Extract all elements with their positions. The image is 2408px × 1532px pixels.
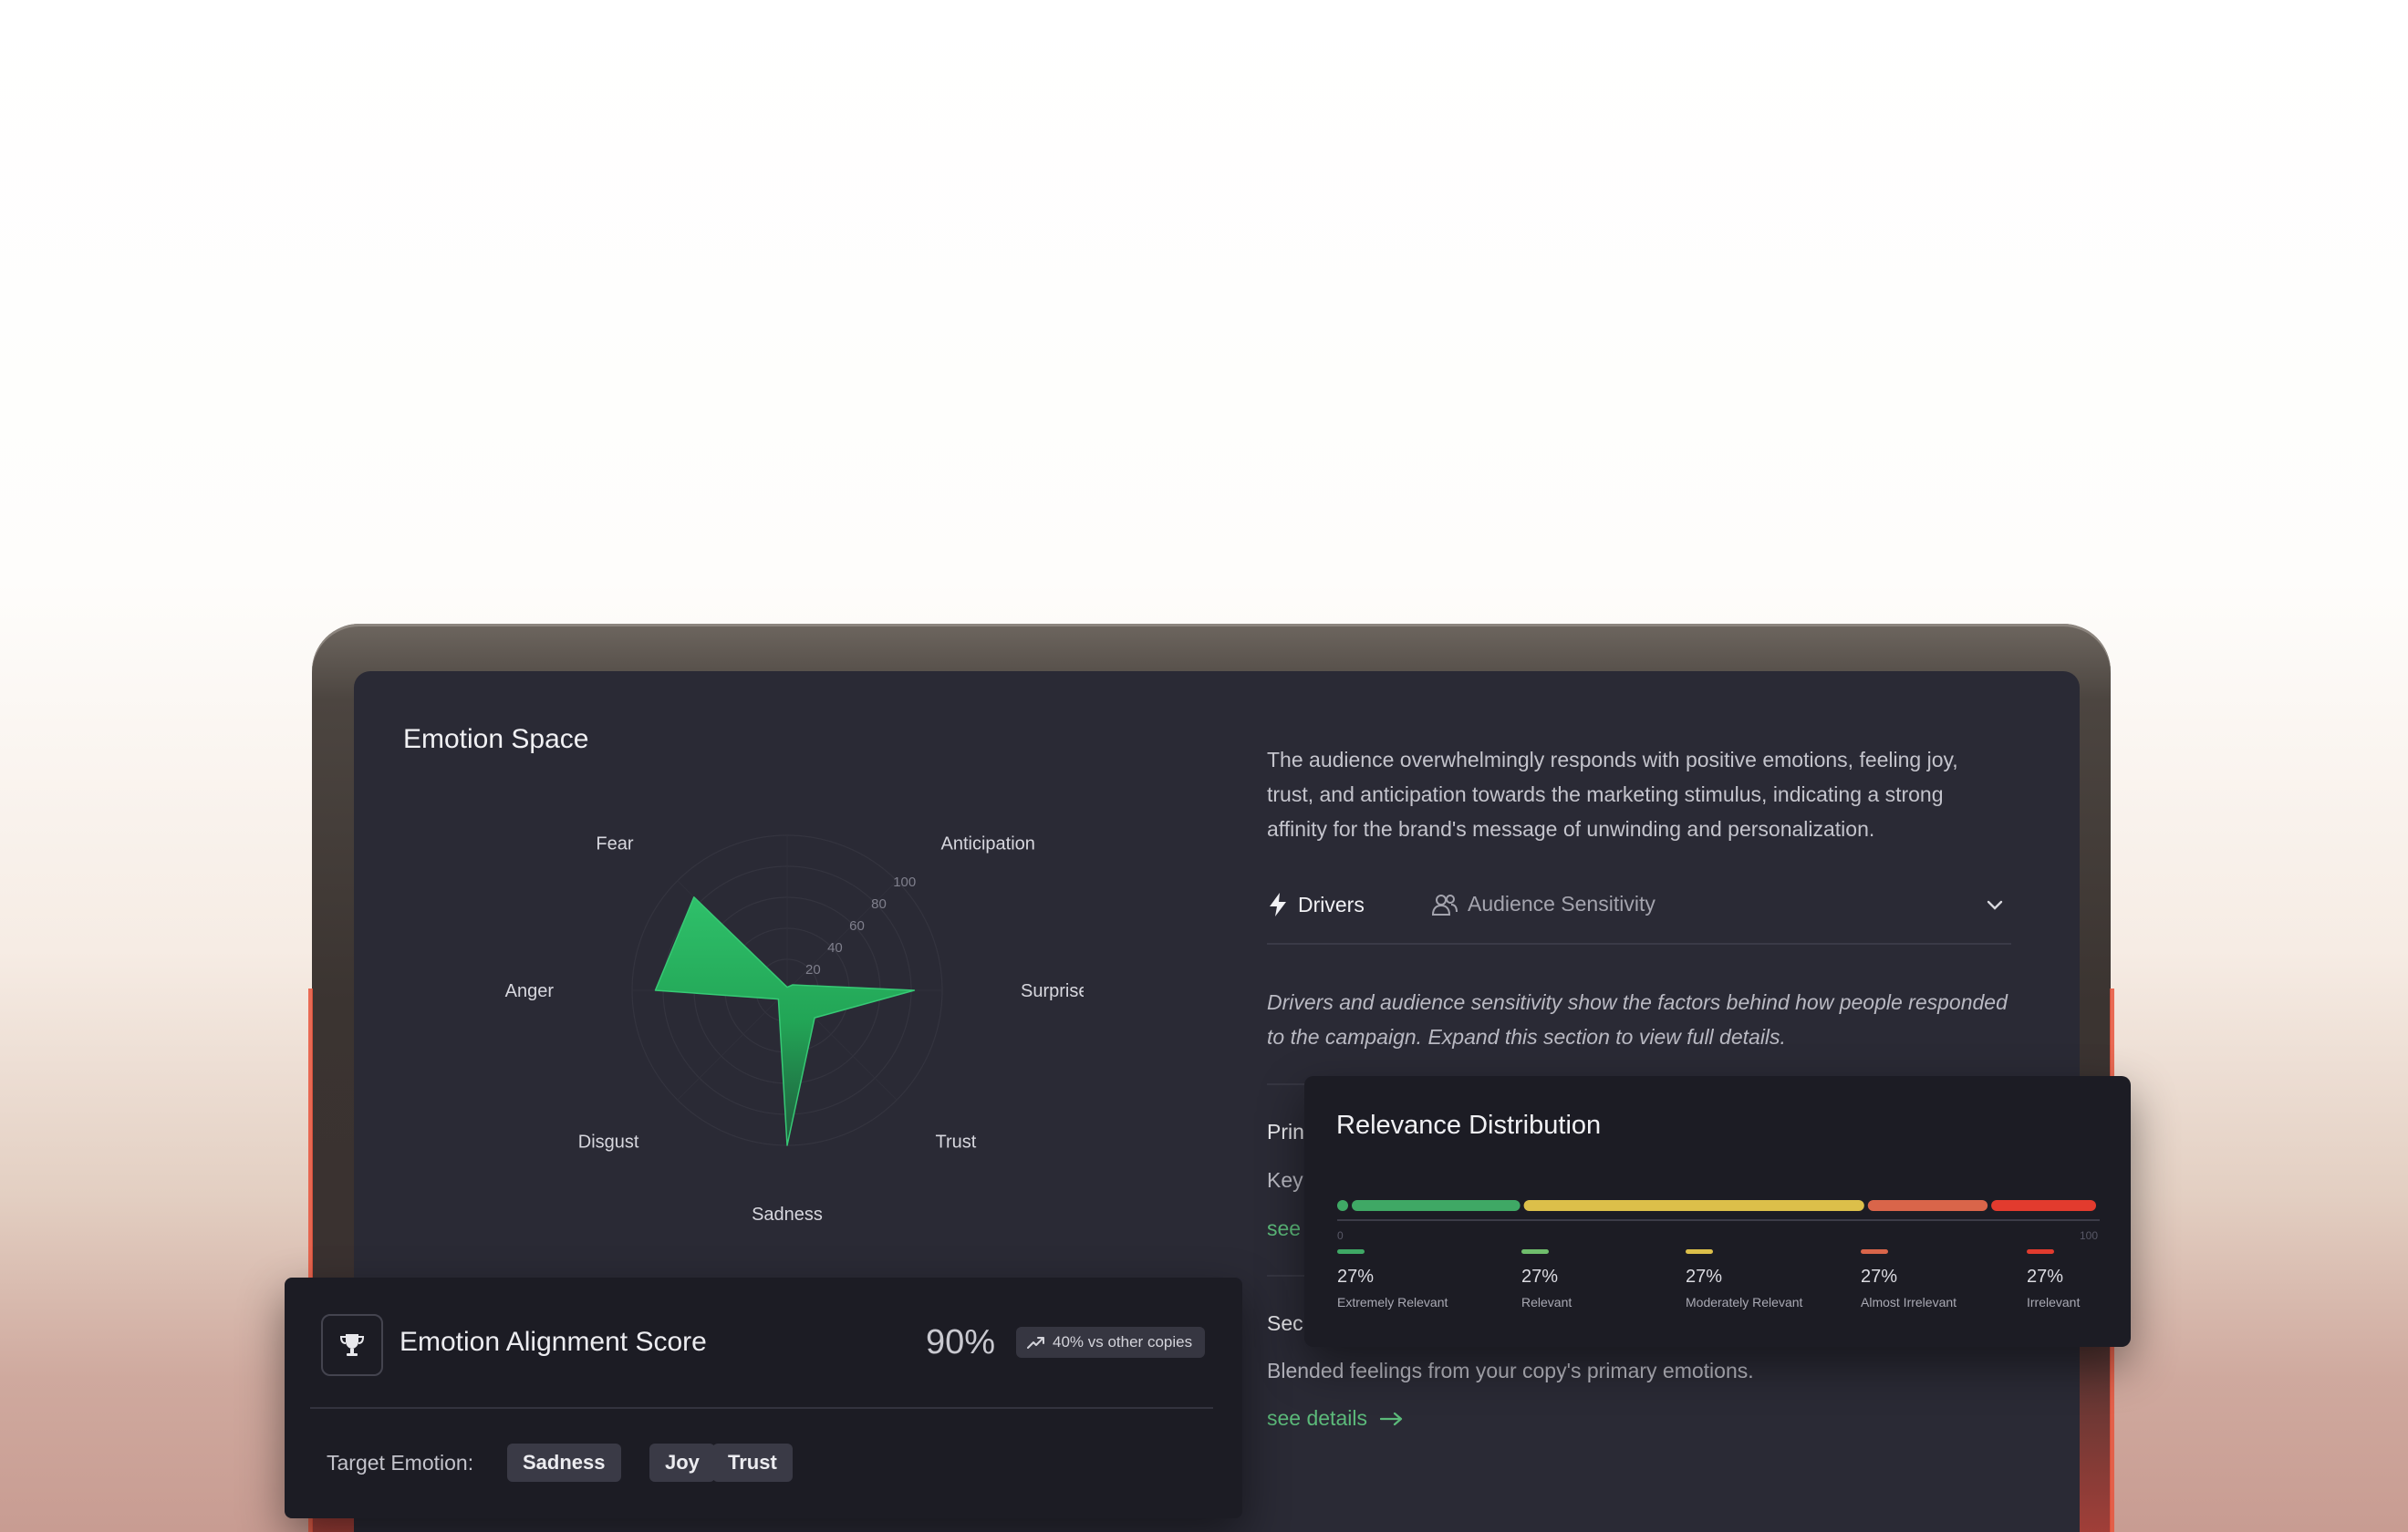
summary-text: The audience overwhelmingly responds wit…: [1267, 748, 1958, 841]
target-emotion-label: Target Emotion:: [327, 1451, 474, 1475]
score-delta-text: 40% vs other copies: [1053, 1333, 1193, 1351]
radar-tick-label: 20: [805, 962, 821, 978]
legend-pct: 27%: [1686, 1267, 1723, 1287]
legend-name: Almost Irrelevant: [1861, 1295, 1957, 1309]
radar-axis-label-sadness: Sadness: [752, 1205, 823, 1225]
radar-axis-label-anger: Anger: [505, 981, 555, 1001]
relevance-title: Relevance Distribution: [1336, 1111, 1602, 1140]
legend-pct: 27%: [1521, 1267, 1559, 1287]
users-icon: [1431, 894, 1458, 916]
radar-tick-label: 80: [871, 896, 887, 912]
legend-name: Extremely Relevant: [1337, 1295, 1448, 1309]
arrow-right-icon: [1379, 1412, 1403, 1425]
radar-tick-label: 60: [849, 918, 865, 934]
axis-min: 0: [1337, 1229, 1344, 1242]
target-chip-sadness[interactable]: Sadness: [507, 1444, 621, 1482]
legend-swatch: [1861, 1249, 1888, 1254]
legend-swatch: [2027, 1249, 2054, 1254]
secondary-emotion-text: Blended feelings from your copy's primar…: [1267, 1359, 1754, 1382]
primary-see-details-link[interactable]: see: [1267, 1216, 1302, 1240]
tab-drivers-label: Drivers: [1298, 892, 1365, 916]
secondary-emotion-label: Sec: [1267, 1311, 1303, 1335]
tab-audience-sensitivity[interactable]: Audience Sensitivity: [1431, 892, 1656, 916]
radar-axis-label-surprise: Surprise: [1021, 981, 1084, 1001]
legend-moderately-relevant: 27% Moderately Relevant: [1686, 1249, 1802, 1309]
trophy-icon: [339, 1334, 365, 1356]
axis-max: 100: [2080, 1229, 2099, 1242]
legend-extremely-relevant: 27% Extremely Relevant: [1337, 1249, 1448, 1309]
radar-axis-label-disgust: Disgust: [578, 1132, 639, 1152]
radar-axis-label-fear: Fear: [596, 834, 633, 854]
relevance-bar-segment: [1867, 1200, 1988, 1211]
legend-name: Irrelevant: [2027, 1295, 2081, 1309]
primary-emotion-text: Key: [1267, 1168, 1303, 1192]
primary-emotion-label: Prin: [1267, 1120, 1304, 1144]
radar-tick-label: 100: [893, 875, 916, 890]
chevron-down-icon[interactable]: [1984, 894, 2006, 916]
emotion-space-title: Emotion Space: [403, 724, 589, 754]
emotion-alignment-score-card: Emotion Alignment Score 90% 40% vs other…: [285, 1278, 1242, 1518]
target-chip-trust[interactable]: Trust: [712, 1444, 793, 1482]
relevance-bar-segment: [1991, 1200, 2096, 1211]
score-value: 90%: [926, 1323, 996, 1361]
target-chip-joy[interactable]: Joy: [649, 1444, 715, 1482]
legend-almost-irrelevant: 27% Almost Irrelevant: [1861, 1249, 1956, 1309]
score-delta-badge: 40% vs other copies: [1016, 1327, 1206, 1358]
legend-pct: 27%: [1337, 1267, 1375, 1287]
legend-pct: 27%: [1861, 1267, 1898, 1287]
tab-drivers[interactable]: Drivers: [1267, 892, 1365, 917]
radar-spoke: [677, 989, 788, 1101]
divider: [310, 1407, 1213, 1409]
relevance-distribution-card: Relevance Distribution 0 100 27% Extreme…: [1304, 1076, 2131, 1347]
radar-spoke: [786, 880, 898, 991]
tab-audience-sensitivity-label: Audience Sensitivity: [1468, 892, 1656, 916]
radar-tick-label: 40: [827, 940, 843, 956]
legend-pct: 27%: [2027, 1267, 2064, 1287]
drivers-tabs: Drivers Audience Sensitivity: [1267, 888, 2011, 945]
legend-relevant: 27% Relevant: [1521, 1249, 1572, 1309]
legend-swatch: [1337, 1249, 1365, 1254]
lightning-icon: [1270, 893, 1286, 916]
relevance-bar-segment: [1352, 1200, 1521, 1211]
relevance-axis: [1337, 1219, 2100, 1221]
radar-axis-label-anticipation: Anticipation: [940, 834, 1034, 854]
relevance-bar-start-dot: [1337, 1200, 1348, 1211]
see-details-label: see details: [1267, 1406, 1367, 1430]
score-title: Emotion Alignment Score: [400, 1327, 707, 1357]
emotion-radar-chart: 20406080100JoyAnticipationSurpriseTrustS…: [505, 834, 1084, 1225]
radar-axis-label-trust: Trust: [935, 1132, 976, 1152]
trophy-icon-box: [321, 1314, 383, 1376]
legend-swatch: [1521, 1249, 1549, 1254]
legend-irrelevant: 27% Irrelevant: [2027, 1249, 2080, 1309]
relevance-bar-segment: [1523, 1200, 1864, 1211]
legend-name: Moderately Relevant: [1686, 1295, 1803, 1309]
trend-up-icon: [1027, 1337, 1044, 1349]
secondary-see-details-link[interactable]: see details: [1267, 1406, 1404, 1431]
relevance-bar: [1337, 1200, 2096, 1211]
drivers-note: Drivers and audience sensitivity show th…: [1267, 990, 2008, 1049]
legend-swatch: [1686, 1249, 1713, 1254]
legend-name: Relevant: [1521, 1295, 1572, 1309]
